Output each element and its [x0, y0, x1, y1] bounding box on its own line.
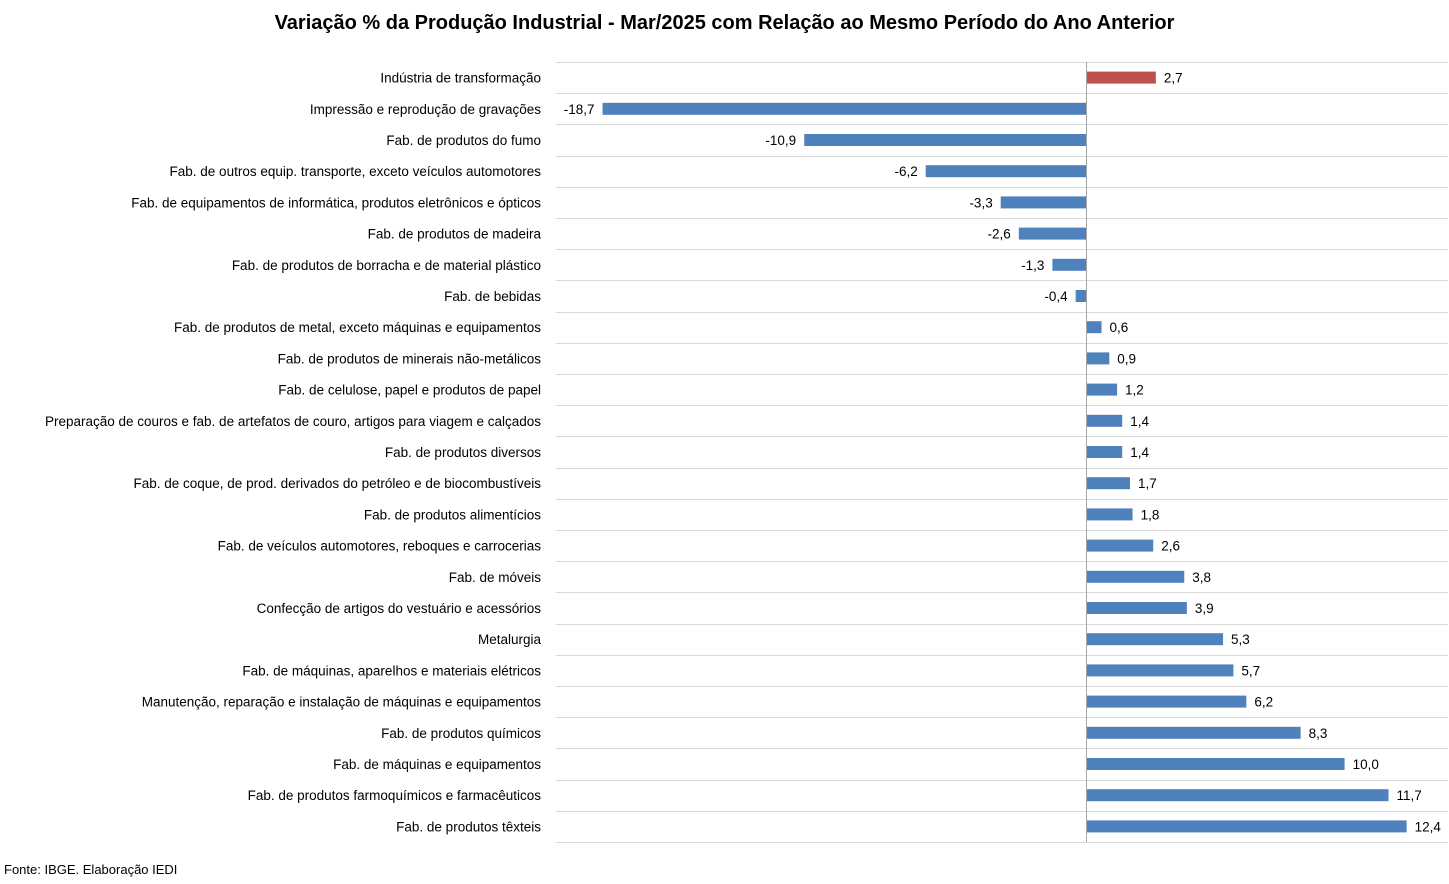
category-label: Fab. de bebidas	[444, 289, 541, 304]
bar	[925, 165, 1087, 178]
bar	[1086, 352, 1110, 365]
category-label: Metalurgia	[478, 632, 542, 647]
value-label: -2,6	[988, 227, 1011, 242]
bar-chart: Indústria de transformação Impressão e re…	[45, 62, 1448, 843]
category-label: Fab. de máquinas e equipamentos	[333, 757, 541, 772]
bar	[1086, 71, 1156, 84]
chart-title: Variação % da Produção Industrial - Mar/…	[274, 12, 1175, 34]
category-label: Fab. de produtos de borracha e de materi…	[232, 258, 541, 273]
category-label: Manutenção, reparação e instalação de má…	[142, 695, 542, 710]
source-note: Fonte: IBGE. Elaboração IEDI	[4, 862, 178, 877]
bar	[1086, 446, 1123, 458]
bar	[1086, 758, 1345, 770]
value-label: 0,9	[1117, 351, 1136, 366]
category-label: Fab. de produtos alimentícios	[364, 507, 541, 522]
bar	[804, 134, 1087, 146]
bar	[1086, 508, 1133, 521]
bar	[1086, 383, 1118, 396]
bar	[1075, 290, 1087, 302]
bar	[1000, 196, 1087, 209]
bar	[1086, 695, 1247, 708]
value-label: 12,4	[1415, 819, 1442, 834]
value-label: -0,4	[1044, 289, 1068, 304]
value-label: -18,7	[564, 102, 595, 117]
value-label: 1,8	[1141, 507, 1160, 522]
category-label: Fab. de produtos farmoquímicos e farmacê…	[248, 788, 542, 803]
value-label: 8,3	[1309, 726, 1328, 741]
value-label: 2,6	[1161, 539, 1180, 554]
bar	[1086, 820, 1407, 833]
value-label: 1,4	[1130, 445, 1149, 460]
value-label: 3,8	[1192, 570, 1211, 585]
category-label: Fab. de equipamentos de informática, pro…	[131, 195, 541, 210]
value-label: 1,4	[1130, 414, 1149, 429]
bar	[1086, 726, 1301, 739]
grid-lines	[556, 62, 1448, 843]
bars	[602, 71, 1407, 833]
category-label: Confecção de artigos do vestuário e aces…	[257, 601, 542, 616]
value-label: 6,2	[1254, 695, 1273, 710]
category-label: Fab. de produtos têxteis	[396, 819, 541, 834]
category-labels: Indústria de transformação Impressão e re…	[45, 71, 542, 835]
category-label: Fab. de produtos de metal, exceto máquin…	[174, 320, 541, 335]
value-label: 1,7	[1138, 476, 1157, 491]
bar	[1018, 227, 1087, 240]
bar	[1086, 633, 1224, 646]
bar	[1052, 258, 1087, 271]
category-label: Fab. de produtos de minerais não-metálic…	[278, 351, 542, 366]
value-labels: 2,7 -18,7 -10,9 -6,2 -3,3 -2,6 -1,3 -0,4 0,6 0,9 1…	[564, 71, 1442, 835]
value-label: -1,3	[1021, 258, 1044, 273]
bar	[1086, 789, 1389, 802]
value-label: 1,2	[1125, 383, 1144, 398]
category-label: Fab. de máquinas, aparelhos e materiais …	[242, 663, 541, 678]
bar	[1086, 570, 1185, 583]
value-label: 3,9	[1195, 601, 1214, 616]
category-label: Fab. de coque, de prod. derivados do pet…	[133, 476, 541, 491]
bar	[1086, 664, 1234, 677]
category-label: Fab. de veículos automotores, reboques e…	[218, 539, 542, 554]
value-label: 0,6	[1110, 320, 1129, 335]
bar	[1086, 539, 1154, 552]
value-label: 11,7	[1397, 788, 1422, 803]
bar	[1086, 321, 1102, 334]
value-label: 5,3	[1231, 632, 1250, 647]
value-label: -10,9	[765, 133, 796, 148]
category-label: Impressão e reprodução de gravações	[310, 102, 541, 117]
category-label: Fab. de celulose, papel e produtos de pa…	[278, 383, 541, 398]
value-label: 10,0	[1353, 757, 1379, 772]
bar	[1086, 477, 1130, 490]
category-label: Fab. de produtos de madeira	[368, 227, 542, 242]
category-label: Indústria de transformação	[380, 71, 541, 86]
category-label: Fab. de móveis	[449, 570, 542, 585]
bar	[602, 102, 1087, 115]
value-label: 2,7	[1164, 71, 1183, 86]
category-label: Preparação de couros e fab. de artefatos…	[45, 414, 541, 429]
category-label: Fab. de produtos do fumo	[386, 133, 541, 148]
bar	[1086, 414, 1123, 427]
bar	[1086, 602, 1187, 614]
category-label: Fab. de produtos químicos	[381, 726, 541, 741]
value-label: 5,7	[1241, 663, 1260, 678]
value-label: -6,2	[894, 164, 917, 179]
value-label: -3,3	[969, 195, 992, 210]
category-label: Fab. de produtos diversos	[385, 445, 541, 460]
category-label: Fab. de outros equip. transporte, exceto…	[170, 164, 542, 179]
